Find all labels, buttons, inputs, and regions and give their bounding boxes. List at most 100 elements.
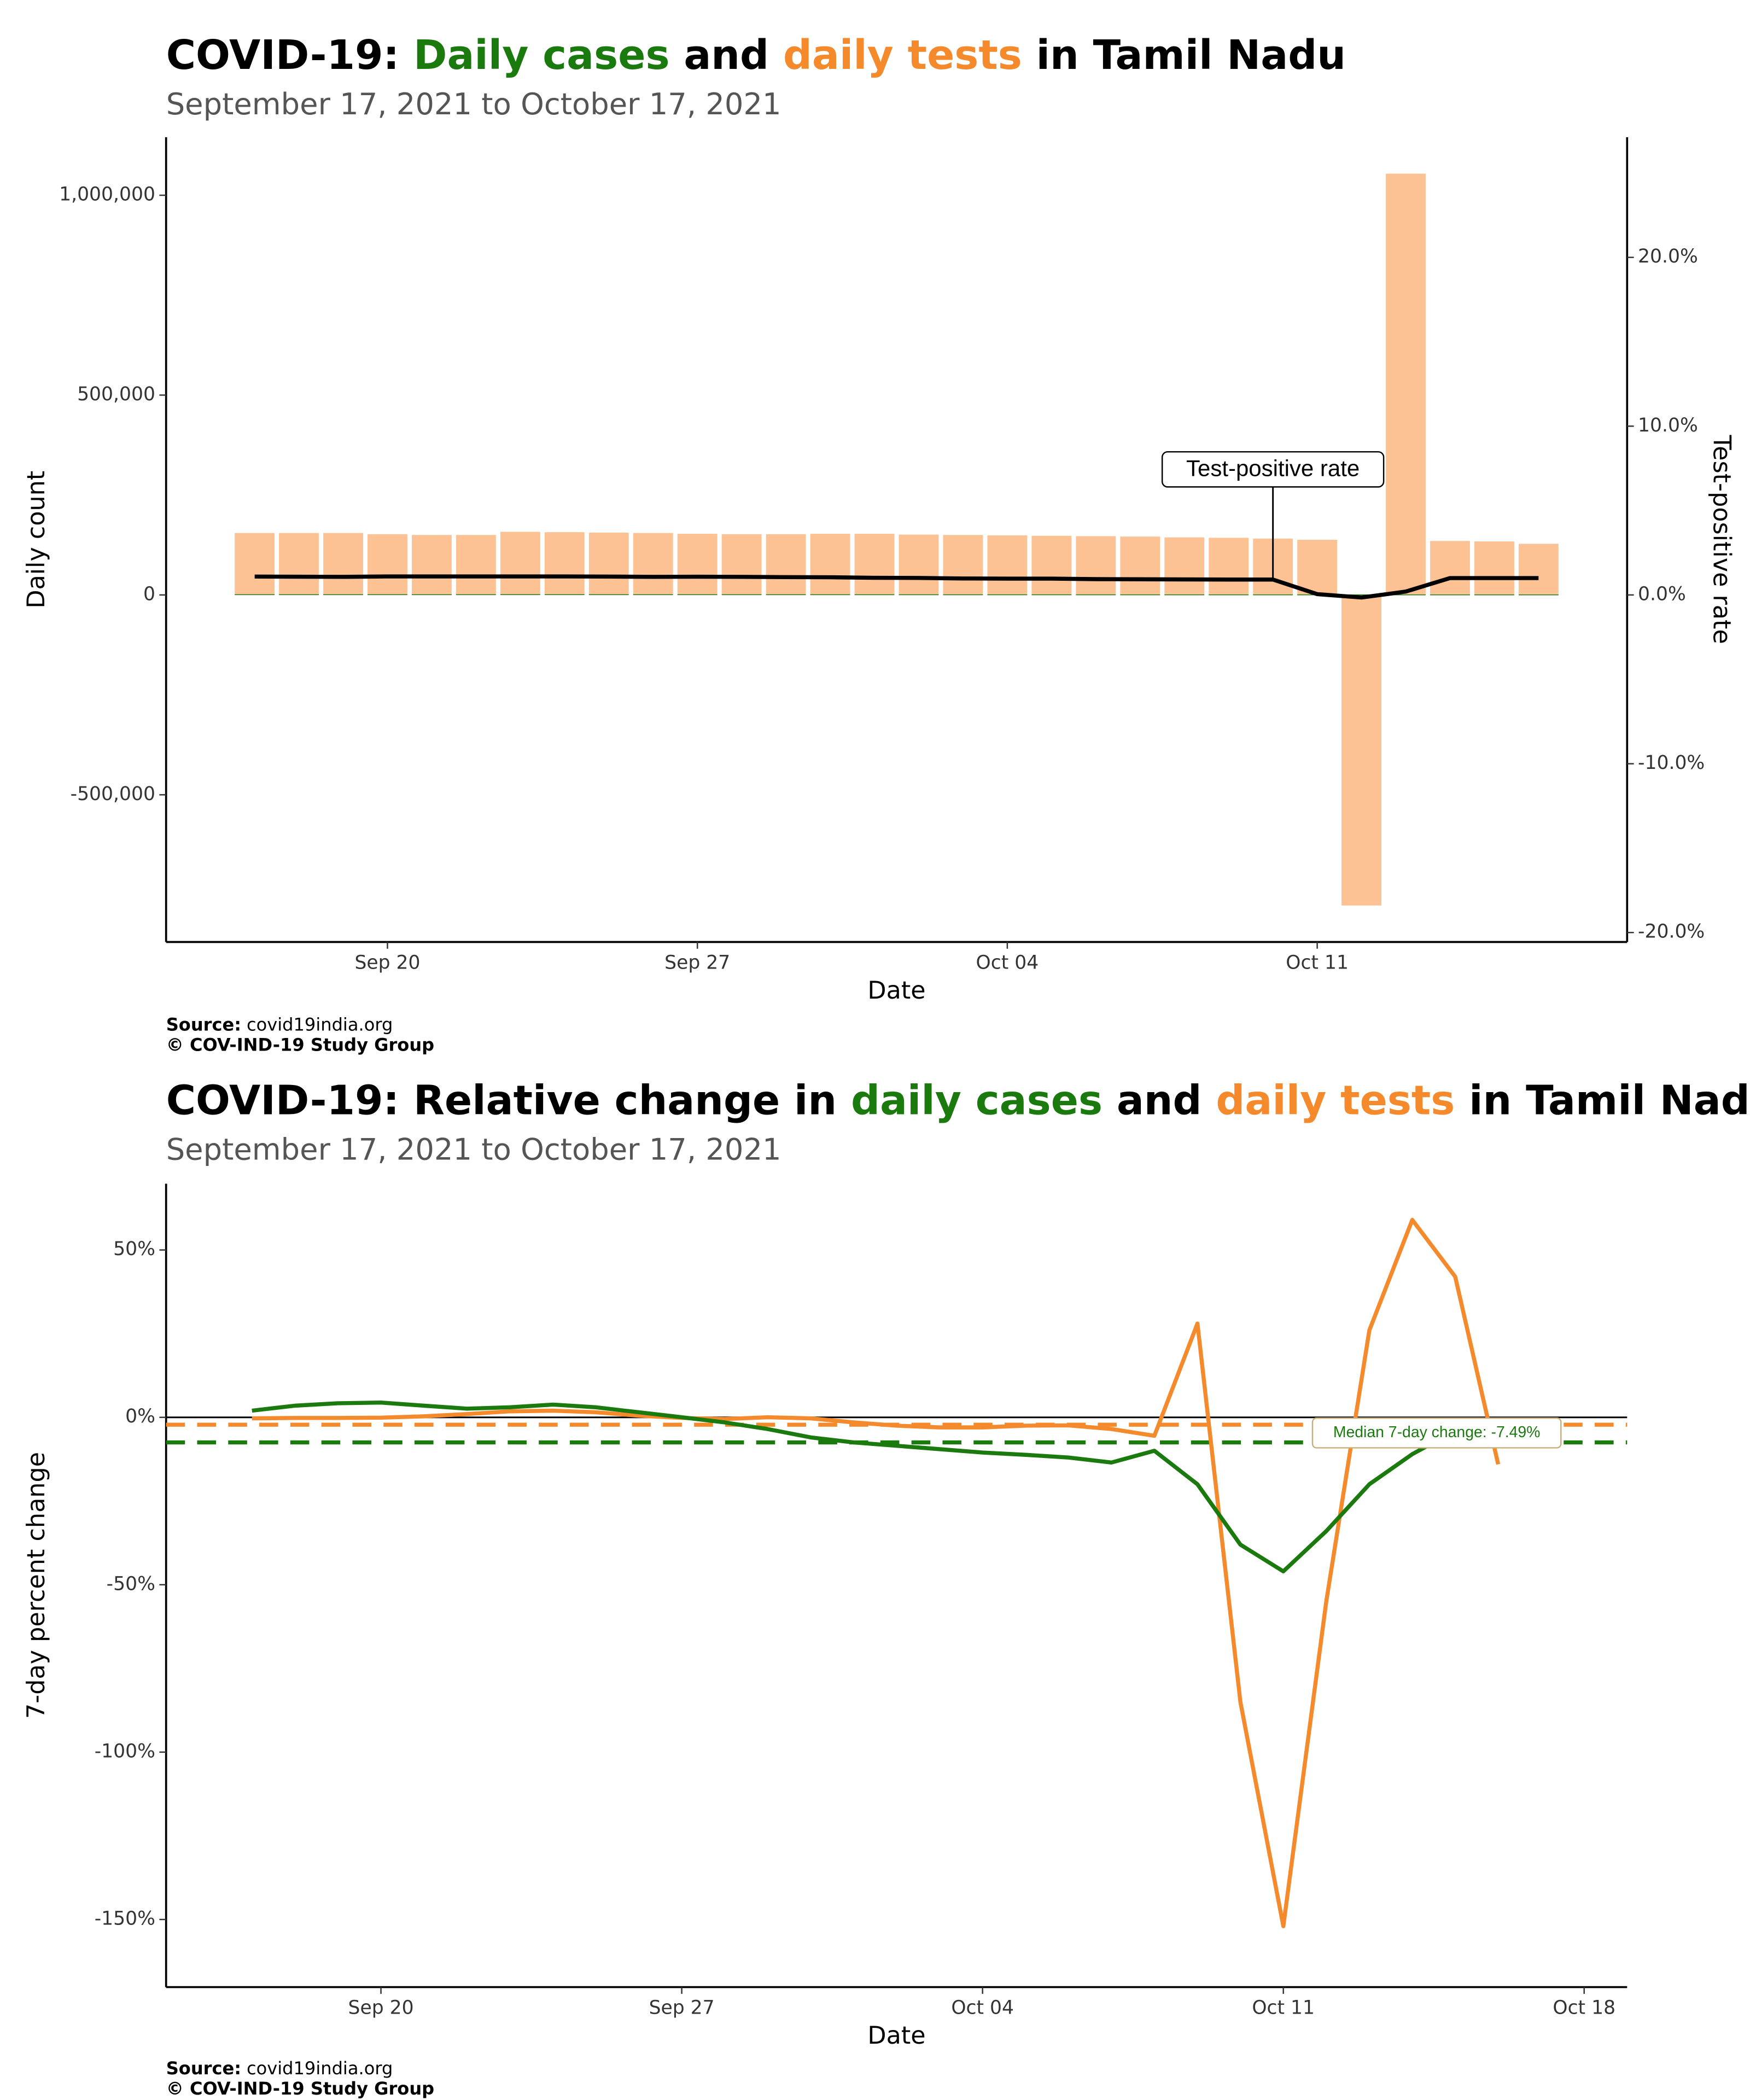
- chart-subtitle: September 17, 2021 to October 17, 2021: [166, 1132, 781, 1166]
- x-axis-title: Date: [867, 977, 925, 1005]
- bar: [279, 594, 319, 596]
- title-segment: in Tamil Nadu: [1455, 1077, 1750, 1124]
- bar: [1120, 536, 1160, 595]
- bar: [677, 594, 718, 596]
- y2-tick-label: 20.0%: [1638, 246, 1698, 267]
- y-tick-label: 0: [143, 583, 155, 605]
- x-tick-label: Oct 11: [1252, 1997, 1315, 2019]
- y2-tick-label: -10.0%: [1638, 752, 1705, 774]
- x-axis-title: Date: [867, 2022, 925, 2050]
- bar: [854, 594, 895, 596]
- bar: [235, 533, 275, 595]
- bar: [1474, 541, 1514, 595]
- bar: [1430, 594, 1470, 596]
- bar: [412, 594, 452, 596]
- chart-title: COVID-19: Daily cases and daily tests in…: [166, 32, 1346, 79]
- title-segment: daily tests: [783, 32, 1022, 79]
- bar: [323, 594, 363, 596]
- line: [252, 1217, 1501, 1928]
- title-segment: Daily cases: [413, 32, 670, 79]
- bar: [456, 535, 496, 595]
- bar: [1297, 540, 1338, 595]
- chart-subtitle: September 17, 2021 to October 17, 2021: [166, 87, 781, 121]
- source: covid19india.org: [247, 2058, 393, 2079]
- y-tick-label: 50%: [113, 1238, 155, 1260]
- title-segment: and: [670, 32, 783, 79]
- bar: [810, 594, 850, 596]
- bar: [368, 534, 407, 595]
- chart-title: COVID-19: Relative change in daily cases…: [166, 1077, 1750, 1124]
- bar: [721, 594, 762, 596]
- bar: [456, 594, 496, 596]
- x-tick-label: Oct 18: [1553, 1997, 1615, 2019]
- bar: [368, 594, 407, 596]
- source-label: Source:: [166, 2058, 241, 2079]
- y-tick-label: 0%: [125, 1405, 155, 1427]
- title-segment: daily cases: [851, 1077, 1102, 1124]
- annotation: Median 7-day change: -7.49%: [1333, 1424, 1541, 1441]
- bar: [1518, 544, 1559, 595]
- y2-tick-label: 0.0%: [1638, 583, 1686, 605]
- bar: [1341, 594, 1381, 596]
- y-axis-title: Daily count: [22, 471, 50, 609]
- bar: [500, 594, 540, 596]
- y-tick-label: 1,000,000: [59, 184, 155, 206]
- x-tick-label: Sep 20: [354, 952, 420, 973]
- y-tick-label: -150%: [95, 1908, 155, 1929]
- annotation-box: [1161, 451, 1385, 488]
- bar: [943, 594, 983, 596]
- bar: [677, 534, 718, 595]
- bar: [1164, 537, 1205, 595]
- bar: [633, 594, 673, 596]
- bar: [1341, 594, 1381, 906]
- bar: [588, 532, 629, 595]
- bar: [544, 532, 585, 595]
- bar: [633, 533, 673, 595]
- bar: [1430, 541, 1470, 595]
- y2-tick-label: 10.0%: [1638, 415, 1698, 436]
- x-tick-label: Oct 11: [1286, 952, 1349, 973]
- annotation: Test-positive rate: [1186, 456, 1360, 481]
- bar: [588, 594, 629, 596]
- bar: [1076, 594, 1116, 596]
- bar: [1031, 594, 1072, 596]
- bar: [279, 533, 319, 595]
- title-segment: COVID-19: Relative change in: [166, 1077, 851, 1124]
- y-tick-label: -100%: [95, 1740, 155, 1762]
- x-tick-label: Oct 04: [976, 952, 1039, 973]
- bar: [1209, 594, 1249, 596]
- bar: [1076, 536, 1116, 595]
- bar: [987, 594, 1028, 596]
- annotation-box: [1311, 1417, 1562, 1449]
- bar: [1386, 594, 1426, 596]
- y2-axis-title: Test-positive rate: [1708, 435, 1736, 644]
- bar: [1031, 535, 1072, 595]
- copyright: © COV-IND-19 Study Group: [166, 1035, 434, 1055]
- title-segment: daily tests: [1216, 1077, 1455, 1124]
- y-tick-label: 500,000: [77, 383, 155, 405]
- bar: [1386, 173, 1426, 595]
- x-tick-label: Sep 27: [649, 1997, 715, 2019]
- copyright: © COV-IND-19 Study Group: [166, 2078, 434, 2099]
- title-segment: in Tamil Nadu: [1022, 32, 1346, 79]
- source-note: Source: covid19india.org: [166, 2058, 393, 2079]
- bar: [235, 594, 275, 596]
- bar: [943, 535, 983, 595]
- bar: [854, 534, 895, 595]
- bar: [766, 594, 806, 596]
- x-tick-label: Sep 27: [664, 952, 730, 973]
- bar: [1209, 538, 1249, 595]
- y-tick-label: -50%: [107, 1573, 155, 1595]
- y-tick-label: -500,000: [71, 783, 155, 805]
- bar: [810, 534, 850, 595]
- bar: [1120, 594, 1160, 596]
- line: [252, 1400, 1456, 1574]
- line: [254, 574, 1539, 600]
- source: covid19india.org: [247, 1014, 393, 1035]
- bar: [544, 594, 585, 596]
- bar: [1474, 594, 1514, 596]
- y2-tick-label: -20.0%: [1638, 921, 1705, 943]
- source-note: Source: covid19india.org: [166, 1014, 393, 1035]
- bar: [323, 533, 363, 595]
